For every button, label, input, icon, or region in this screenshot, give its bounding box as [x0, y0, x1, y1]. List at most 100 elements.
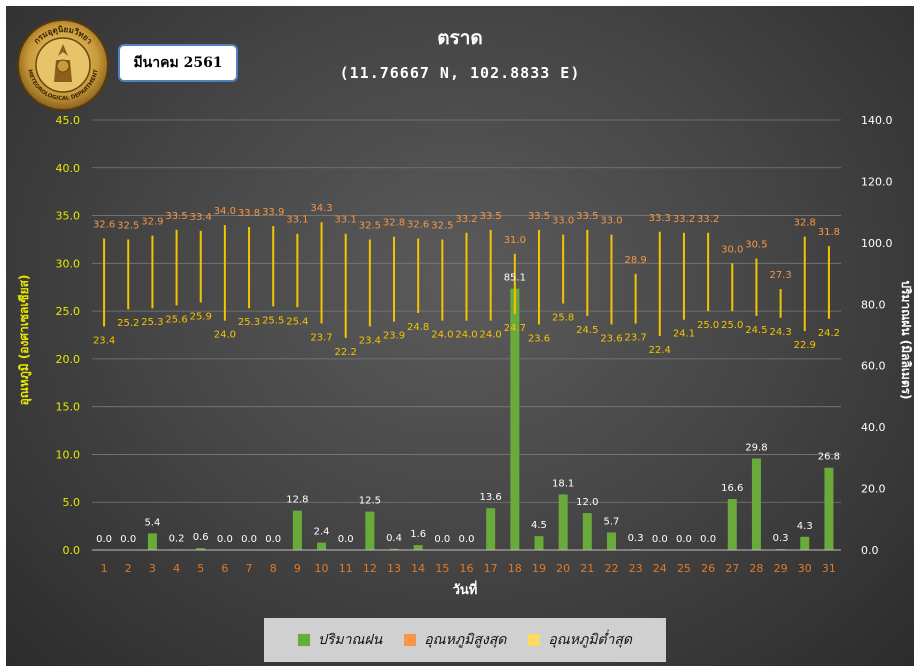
- tmin-value-label: 25.3: [141, 317, 163, 328]
- month-label-box: มีนาคม 2561: [118, 44, 238, 82]
- x-tick-label: 17: [484, 562, 498, 575]
- chart-frame: 0.0 0.0 5.4 0.2 0.6 0.0 0.0 0.0 12.8 2.4 0.0 12.5 0.…: [6, 6, 914, 666]
- y-left-tick-label: 30.0: [56, 257, 81, 270]
- tmax-value-label: 33.2: [673, 214, 695, 225]
- x-tick-label: 27: [725, 562, 739, 575]
- rain-value-label: 29.8: [745, 442, 767, 453]
- chart-svg: 0.0 0.0 5.4 0.2 0.6 0.0 0.0 0.0 12.8 2.4 0.0 12.5 0.…: [17, 27, 913, 598]
- rain-bar: [800, 536, 810, 550]
- y-left-tick-label: 35.0: [56, 210, 81, 223]
- y-left-tick-label: 0.0: [63, 544, 81, 557]
- y-left-tick-label: 10.0: [56, 448, 81, 461]
- tmin-value-label: 22.9: [794, 340, 816, 351]
- rain-bar: [510, 288, 520, 550]
- x-tick-label: 28: [749, 562, 763, 575]
- rain-value-label: 0.0: [265, 534, 281, 545]
- x-tick-label: 23: [629, 562, 643, 575]
- y-right-tick-label: 0.0: [861, 544, 879, 557]
- rain-value-label: 13.6: [480, 492, 502, 503]
- tmin-value-label: 25.0: [721, 320, 743, 331]
- rain-value-label: 0.0: [120, 534, 136, 545]
- tmin-value-label: 25.3: [238, 317, 260, 328]
- tmax-value-label: 27.3: [769, 270, 791, 281]
- tmax-value-label: 33.0: [552, 216, 574, 227]
- tmax-value-label: 33.1: [335, 215, 357, 226]
- rain-bar: [534, 536, 544, 550]
- rain-bar: [606, 532, 616, 550]
- tmin-value-label: 22.2: [335, 347, 357, 358]
- tmin-value-label: 23.7: [624, 333, 646, 344]
- tmin-value-label: 25.0: [697, 320, 719, 331]
- x-tick-label: 19: [532, 562, 546, 575]
- x-tick-label: 7: [246, 562, 253, 575]
- legend-label-rain: ปริมาณฝน: [317, 632, 383, 648]
- rain-bar: [196, 548, 206, 550]
- tmin-value-label: 23.6: [528, 333, 550, 344]
- legend-label-tmax: อุณหภูมิสูงสุด: [424, 632, 507, 648]
- tmin-value-label: 23.6: [600, 333, 622, 344]
- rain-bar: [413, 545, 423, 550]
- tmax-value-label: 28.9: [624, 255, 646, 266]
- tmin-value-label: 24.0: [455, 330, 477, 341]
- y-left-tick-label: 5.0: [63, 496, 81, 509]
- x-tick-label: 20: [556, 562, 570, 575]
- x-axis-label: วันที่: [453, 580, 478, 598]
- x-tick-label: 14: [411, 562, 425, 575]
- rain-bar: [824, 467, 834, 550]
- legend: ปริมาณฝน อุณหภูมิสูงสุด อุณหภูมิต่ำสุด: [264, 618, 666, 662]
- rain-value-label: 0.2: [169, 533, 185, 544]
- legend-label-tmin: อุณหภูมิต่ำสุด: [548, 632, 633, 648]
- x-tick-label: 13: [387, 562, 401, 575]
- x-tick-label: 21: [580, 562, 594, 575]
- y-left-tick-label: 25.0: [56, 305, 81, 318]
- rain-value-label: 0.0: [434, 534, 450, 545]
- tmax-value-label: 30.5: [745, 240, 767, 251]
- chart-title: ตราด: [437, 27, 483, 49]
- x-tick-label: 5: [197, 562, 204, 575]
- x-tick-label: 16: [460, 562, 474, 575]
- tmax-value-label: 33.1: [286, 215, 308, 226]
- tmax-value-label: 33.5: [576, 211, 598, 222]
- x-tick-label: 26: [701, 562, 715, 575]
- rain-bar: [558, 494, 568, 550]
- tmin-value-label: 24.5: [576, 325, 598, 336]
- rain-value-label: 0.0: [96, 534, 112, 545]
- tmax-value-label: 33.5: [528, 211, 550, 222]
- tmax-value-label: 33.2: [455, 214, 477, 225]
- tmax-value-label: 34.0: [214, 206, 236, 217]
- legend-item-tmax: อุณหภูมิสูงสุด: [404, 629, 506, 651]
- rain-value-label: 4.3: [797, 521, 813, 532]
- tmax-value-label: 34.3: [310, 203, 332, 214]
- legend-item-tmin: อุณหภูมิต่ำสุด: [528, 629, 632, 651]
- tmin-value-label: 24.1: [673, 329, 695, 340]
- rain-value-label: 2.4: [314, 527, 330, 538]
- x-tick-label: 2: [125, 562, 132, 575]
- tmax-value-label: 33.3: [649, 213, 671, 224]
- tmax-value-label: 33.5: [165, 211, 187, 222]
- tmax-value-label: 33.5: [480, 211, 502, 222]
- rain-value-label: 12.8: [286, 495, 308, 506]
- rain-bar: [317, 542, 327, 550]
- y-right-tick-label: 20.0: [861, 483, 886, 496]
- x-tick-label: 24: [653, 562, 667, 575]
- tmax-value-label: 32.6: [93, 219, 115, 230]
- x-tick-label: 18: [508, 562, 522, 575]
- tmax-value-label: 33.9: [262, 207, 284, 218]
- tmin-value-label: 23.4: [93, 335, 115, 346]
- tmin-value-label: 25.6: [165, 314, 187, 325]
- tmin-swatch: [528, 634, 541, 646]
- x-tick-label: 9: [294, 562, 301, 575]
- rain-value-label: 0.0: [241, 534, 257, 545]
- y-left-tick-label: 20.0: [56, 353, 81, 366]
- rain-value-label: 0.0: [459, 534, 475, 545]
- tmax-value-label: 33.2: [697, 214, 719, 225]
- chart-subtitle: (11.76667 N, 102.8833 E): [340, 64, 581, 82]
- tmin-value-label: 25.4: [286, 316, 308, 327]
- x-tick-label: 6: [221, 562, 228, 575]
- rain-bar: [751, 458, 761, 550]
- rain-value-label: 1.6: [410, 529, 426, 540]
- tmin-value-label: 23.4: [359, 335, 381, 346]
- tmin-value-label: 24.0: [431, 330, 453, 341]
- y-right-tick-label: 60.0: [861, 360, 886, 373]
- y-axis-left-label: อุณหภูมิ (องศาเซลเซียส): [17, 275, 32, 406]
